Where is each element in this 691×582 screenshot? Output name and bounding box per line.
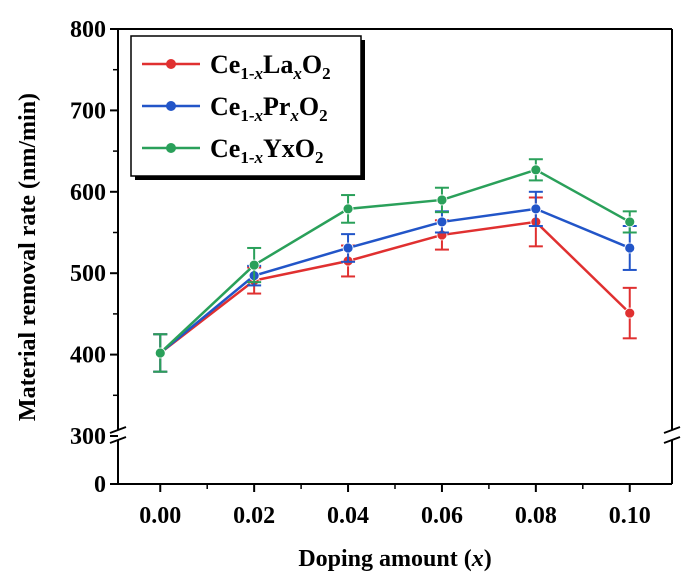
y-tick-label: 400 — [70, 343, 106, 369]
legend: Ce1-xLaxO2 Ce1-xPrxO2 Ce1-xYxO2 — [130, 35, 365, 180]
x-tick-label: 0.00 — [139, 503, 181, 529]
x-axis-title: Doping amount (x) — [298, 546, 491, 572]
y-tick-label: 800 — [70, 17, 106, 43]
data-point — [530, 203, 542, 215]
y-axis-ticks: 0 300 400 500 600 700 800 — [70, 17, 118, 498]
y-tick-label: 700 — [70, 98, 106, 124]
y-tick-label: 0 — [94, 472, 106, 498]
legend-label: Ce1-xPrxO2 — [210, 92, 328, 125]
data-point — [436, 194, 448, 206]
data-point — [248, 259, 260, 271]
legend-entry-3: Ce1-xYxO2 — [142, 134, 324, 167]
series-line — [159, 220, 631, 354]
legend-marker — [166, 143, 176, 153]
legend-marker — [166, 59, 176, 69]
series-line — [159, 207, 631, 354]
series-2 — [153, 190, 637, 373]
series-1 — [153, 196, 637, 373]
axis-break-mark-right-2 — [663, 436, 681, 444]
axis-break-mark-left-1 — [109, 426, 127, 434]
series-line — [159, 168, 631, 354]
x-axis-ticks: 0.00 0.02 0.04 0.06 0.08 0.10 — [139, 484, 651, 529]
x-tick-label: 0.08 — [515, 503, 557, 529]
data-point — [342, 203, 354, 215]
legend-entry-2: Ce1-xPrxO2 — [142, 92, 328, 125]
x-tick-label: 0.02 — [233, 503, 275, 529]
data-point — [154, 347, 166, 359]
legend-label: Ce1-xLaxO2 — [210, 50, 331, 83]
series-layer — [153, 158, 637, 373]
x-tick-label: 0.06 — [421, 503, 463, 529]
axis-break-mark-right-1 — [663, 426, 681, 434]
data-point — [436, 216, 448, 228]
data-point — [342, 242, 354, 254]
data-point — [624, 242, 636, 254]
data-point — [530, 164, 542, 176]
y-tick-label: 300 — [70, 424, 106, 450]
y-axis-title: Material removal rate (nm/min) — [15, 93, 41, 421]
x-tick-label: 0.10 — [609, 503, 651, 529]
x-tick-label: 0.04 — [327, 503, 369, 529]
data-point — [624, 216, 636, 228]
legend-marker — [166, 101, 176, 111]
series-3 — [153, 158, 637, 373]
legend-label: Ce1-xYxO2 — [210, 134, 324, 167]
y-tick-label: 600 — [70, 180, 106, 206]
legend-entry-1: Ce1-xLaxO2 — [142, 50, 331, 83]
y-tick-label: 500 — [70, 261, 106, 287]
axis-break-mark-left-2 — [109, 436, 127, 444]
data-point — [624, 307, 636, 319]
